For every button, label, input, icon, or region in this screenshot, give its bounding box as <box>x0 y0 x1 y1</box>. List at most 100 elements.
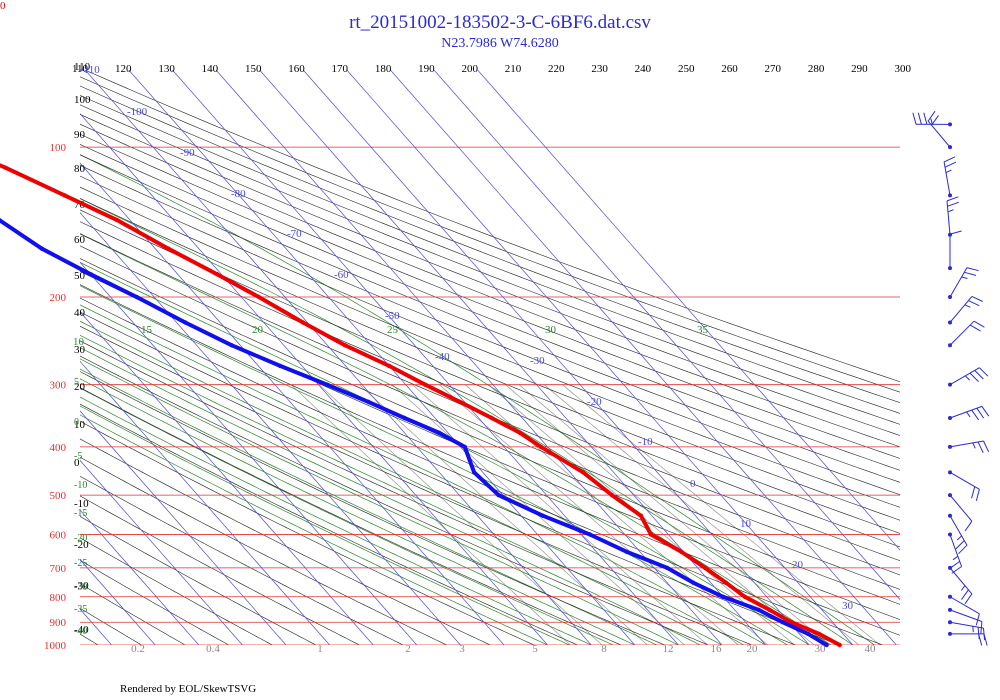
temperature-point <box>789 620 794 625</box>
dry-adiabat-side-label: -40 <box>74 624 89 636</box>
dewpoint-point <box>824 642 829 648</box>
dry-adiabat-top-label: 160 <box>288 63 305 75</box>
wind-barbs <box>912 110 990 646</box>
isotherm-line <box>215 70 723 645</box>
temperature-point <box>517 430 523 436</box>
wind-barb-feather <box>961 589 969 600</box>
mixing-ratio-label: 30 <box>815 643 827 655</box>
dewpoint-line <box>0 218 828 647</box>
chart-title: rt_20151002-183502-3-C-6BF6.dat.csv <box>349 12 651 33</box>
pressure-tick-label: 300 <box>50 380 67 392</box>
moist-adiabat-side-label: -20 <box>74 533 87 544</box>
temperature-point <box>742 594 748 599</box>
isotherm-label: -80 <box>231 188 246 200</box>
wind-barb-feather <box>958 544 968 555</box>
temperature-point <box>580 470 586 475</box>
wind-barb-feather <box>971 295 983 302</box>
temperature-point <box>648 532 654 537</box>
pressure-tick-label: 800 <box>50 592 67 604</box>
dry-adiabat-side-label: 70 <box>74 199 86 211</box>
chart-subtitle: N23.7986 W74.6280 <box>441 36 559 51</box>
wind-barb-shaft <box>949 494 973 522</box>
wind-barb-shaft <box>949 596 980 615</box>
isotherm-label: -10 <box>638 436 653 448</box>
wind-barb-shaft <box>949 471 980 490</box>
dry-adiabat-line <box>80 475 404 645</box>
pressure-tick-label: 400 <box>50 442 67 454</box>
mixing-ratio-label: 2 <box>405 643 411 655</box>
dry-adiabat-line <box>80 95 900 414</box>
isotherm-line <box>0 70 68 645</box>
temperature-point <box>458 399 463 405</box>
mixing-ratio-line <box>543 384 860 645</box>
wind-barb-shaft <box>949 405 983 419</box>
dry-adiabat-line <box>80 516 317 645</box>
isotherm-label: -70 <box>287 228 302 240</box>
temperature-point <box>62 193 67 198</box>
dry-adiabat-top-label: 300 <box>894 63 911 75</box>
temperature-point <box>816 631 822 637</box>
wind-barb-shaft <box>943 161 951 196</box>
dry-adiabat-side-label: 20 <box>74 381 86 393</box>
dry-adiabat-line <box>80 297 883 645</box>
dry-adiabat-line <box>80 133 900 459</box>
wind-barb-shaft <box>946 200 951 235</box>
isotherm-line <box>433 70 900 601</box>
dry-adiabat-side-label: 80 <box>74 163 86 175</box>
wind-barb-feather <box>912 112 917 125</box>
wind-barb-feather <box>972 626 974 633</box>
temperature-point <box>609 492 615 498</box>
moist-adiabat-label: 35 <box>697 324 709 336</box>
temperature-point <box>342 343 348 348</box>
moist-adiabat-line <box>80 320 744 645</box>
wind-barb-shaft <box>949 440 984 448</box>
mixing-ratio-line <box>464 384 769 645</box>
wind-barb-feather <box>964 304 971 308</box>
dewpoint-point <box>691 580 696 585</box>
dry-adiabat-line <box>80 537 273 645</box>
mixing-ratio-line <box>318 384 603 645</box>
wind-barb-shaft <box>949 515 968 546</box>
isotherm-line <box>80 311 374 645</box>
dry-adiabat-top-label: 270 <box>765 63 782 75</box>
dewpoint-point <box>540 513 545 518</box>
isotherm-label: -60 <box>334 269 349 281</box>
dry-adiabat-top-label: 280 <box>808 63 825 75</box>
pressure-tick-label: 600 <box>50 530 67 542</box>
wind-barb-shaft <box>949 267 968 298</box>
dewpoint-point <box>587 532 593 537</box>
dry-adiabat-top-label: 150 <box>245 63 262 75</box>
wind-barb-feather <box>946 196 959 202</box>
mixing-ratio-label: 16 <box>711 643 723 655</box>
isotherm-label: -90 <box>180 147 195 159</box>
wind-barb-shaft <box>949 320 975 346</box>
isotherm-line <box>80 509 200 645</box>
mixing-ratio-label: 5 <box>532 643 538 655</box>
wind-barb-feather <box>977 441 984 454</box>
dry-adiabat-line <box>80 456 447 645</box>
moist-adiabat-line <box>80 304 766 645</box>
chart-traces <box>0 163 842 648</box>
temperature-point <box>679 549 684 555</box>
isotherm-line <box>390 70 897 645</box>
moist-adiabat-side-label: -5 <box>74 451 82 462</box>
dry-adiabat-top-label: 190 <box>418 63 435 75</box>
dry-adiabat-line <box>80 186 900 521</box>
temperature-point <box>300 320 306 325</box>
moist-adiabat-line <box>80 387 614 645</box>
pressure-tick-label: 1000 <box>44 640 67 652</box>
wind-barb-shaft <box>949 367 980 386</box>
dry-adiabat-line <box>80 198 900 534</box>
temperature-point <box>489 415 494 421</box>
isotherm-line <box>80 608 112 645</box>
wind-barb-feather <box>964 375 970 381</box>
dry-adiabat-line <box>80 403 578 645</box>
mixing-ratio-line <box>290 384 571 645</box>
isotherm-label: -110 <box>80 64 100 76</box>
dry-adiabat-side-label: 90 <box>74 129 86 141</box>
isotherm-line <box>477 70 900 551</box>
wind-barb-feather <box>969 372 979 382</box>
dry-adiabat-top-label: 120 <box>115 63 132 75</box>
dry-adiabat-side-label: -30 <box>74 580 89 592</box>
moist-adiabat-line <box>80 378 635 645</box>
